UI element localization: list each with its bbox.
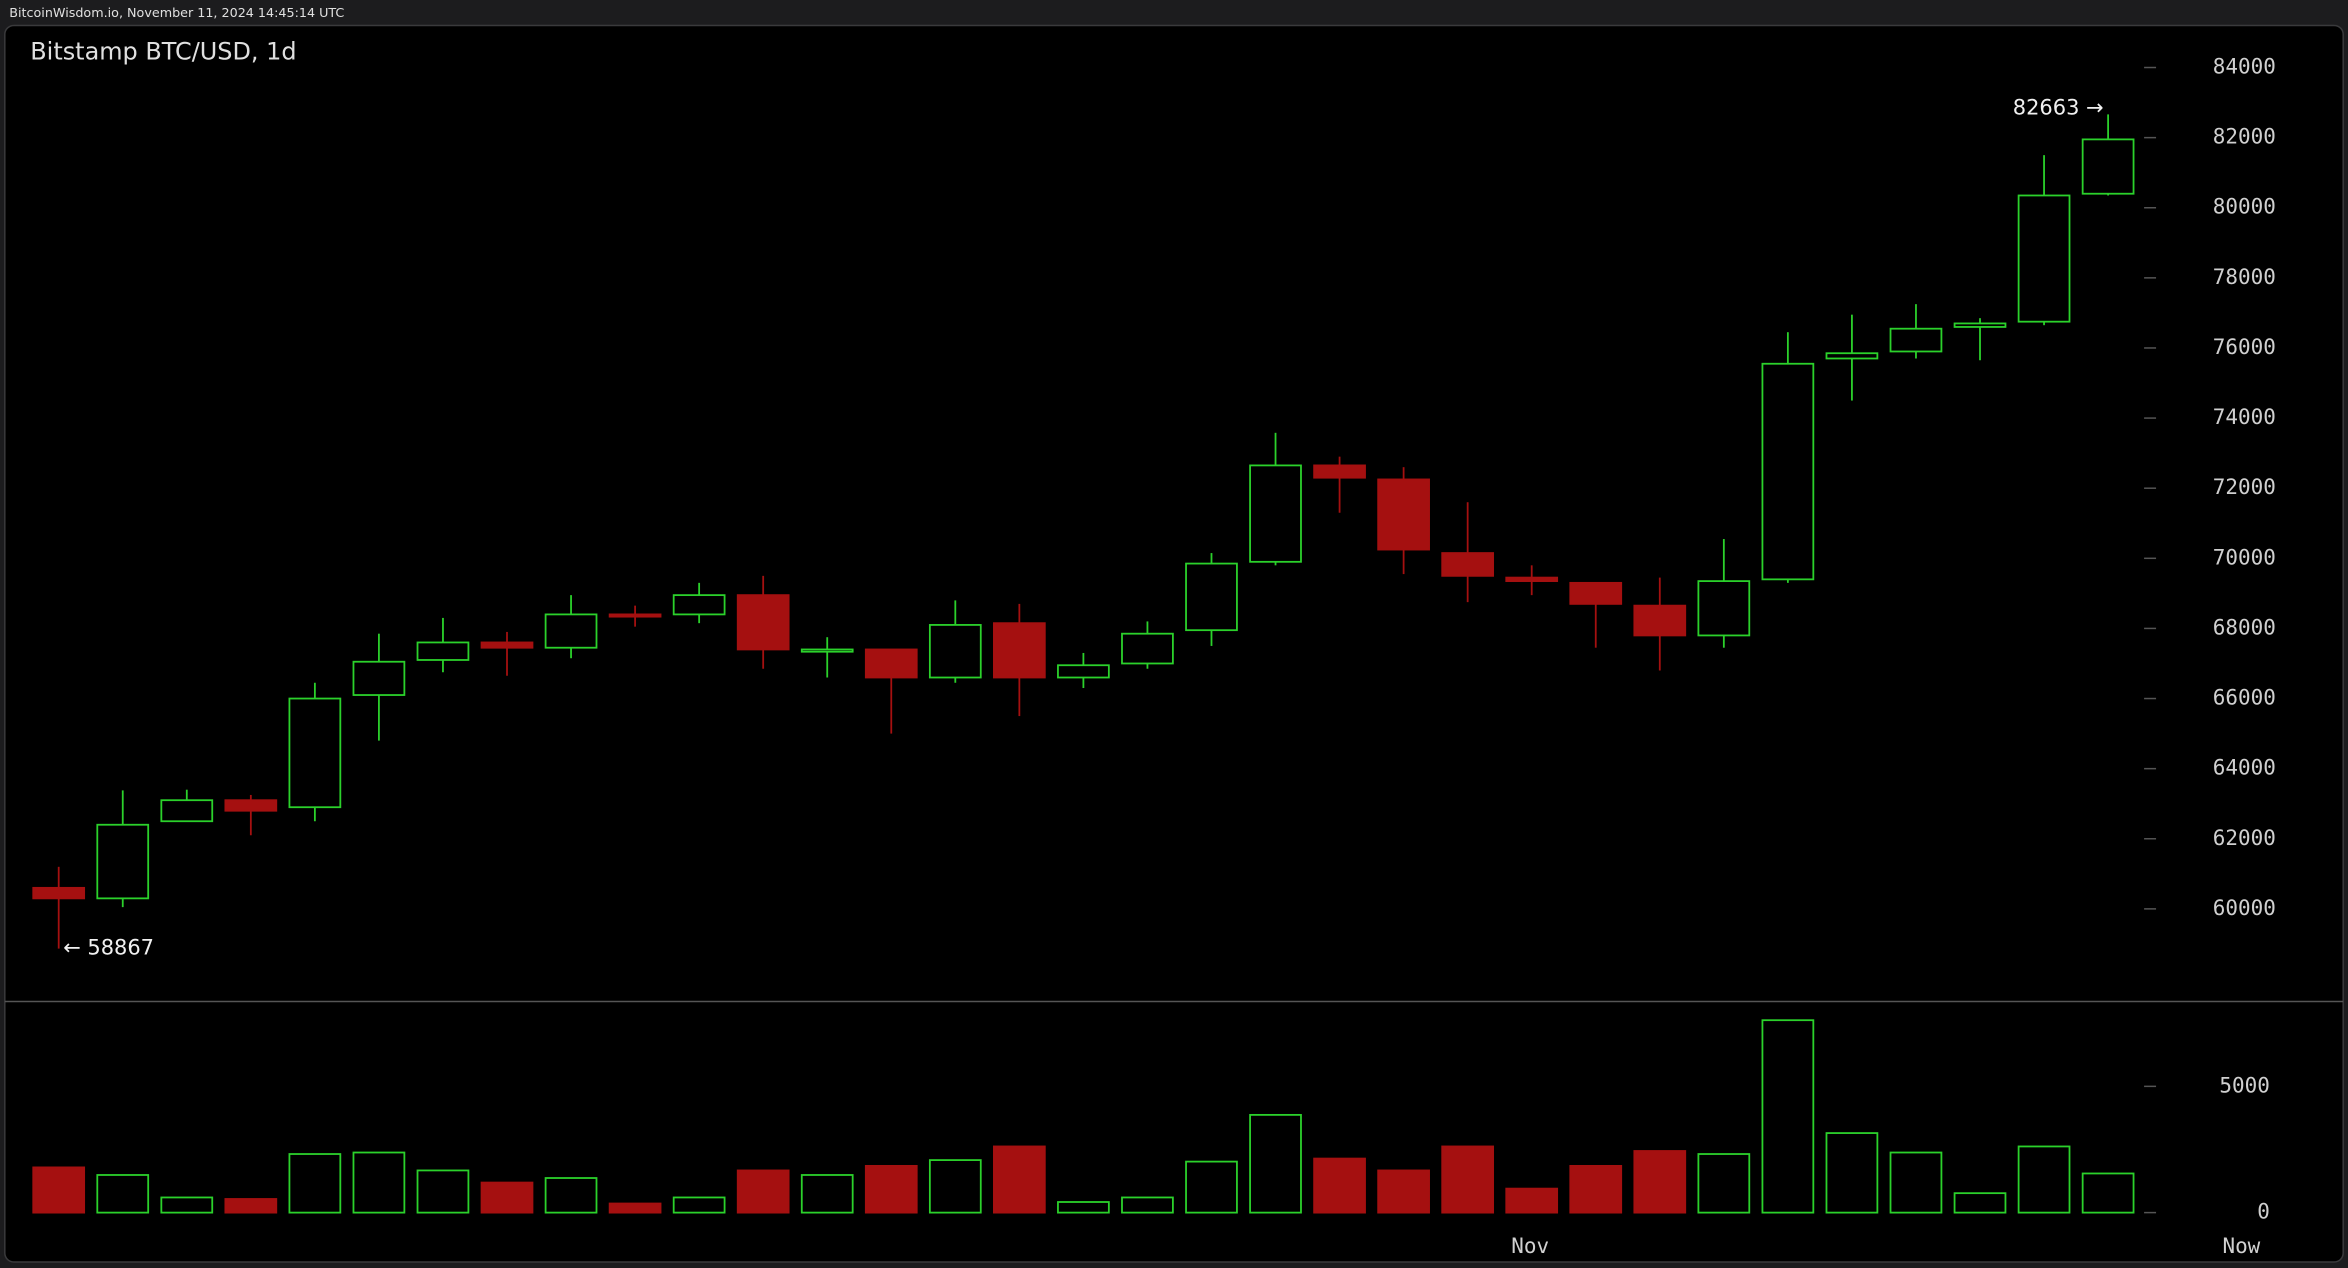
volume-bar [1761, 1019, 1815, 1214]
volume-bar [672, 1196, 726, 1214]
candle-body [160, 799, 214, 823]
candle-body [416, 641, 470, 661]
candle-body [32, 886, 86, 900]
volume-bar [993, 1145, 1046, 1214]
candle-body [1889, 327, 1943, 353]
y-tick-label: 82000 [2213, 125, 2276, 149]
candle-body [224, 799, 278, 812]
volume-bar [224, 1198, 278, 1214]
volume-bar [480, 1181, 534, 1214]
volume-bar [1313, 1157, 1366, 1214]
y-tick-label: 80000 [2213, 195, 2276, 219]
volume-bar [608, 1202, 662, 1214]
candle-body [993, 622, 1046, 679]
candle-body [1377, 478, 1430, 551]
extreme-label: 82663 → [2013, 95, 2104, 119]
volume-bar [2081, 1172, 2135, 1214]
candle-body [1953, 322, 2007, 328]
chart-panel [4, 24, 2344, 1263]
x-end-label: Now [2222, 1234, 2260, 1258]
volume-bar [1953, 1192, 2007, 1214]
header: BitcoinWisdom.io, November 11, 2024 14:4… [9, 5, 344, 20]
candle-body [1121, 632, 1174, 665]
y-tick-label: 72000 [2213, 475, 2276, 499]
y-tick-label: 68000 [2213, 615, 2276, 639]
chart-title: Bitstamp BTC/USD, 1d [30, 37, 296, 65]
volume-bar [160, 1196, 214, 1214]
candle-body [928, 624, 982, 679]
volume-bar [1185, 1160, 1238, 1214]
volume-bar [1249, 1113, 1302, 1214]
candle-body [736, 594, 790, 651]
volume-bar [1377, 1169, 1430, 1214]
y-tick-label: 64000 [2213, 756, 2276, 780]
candle-body [1441, 552, 1495, 577]
volume-bar [32, 1166, 86, 1214]
candle-body [1185, 562, 1238, 632]
candle-body [480, 641, 534, 649]
candle-body [1057, 664, 1110, 679]
candle-body [1633, 604, 1687, 637]
volume-bar [544, 1177, 598, 1214]
candle-body [288, 697, 342, 809]
y-tick-label: 0 [2257, 1200, 2270, 1224]
y-tick-label: 84000 [2213, 55, 2276, 79]
candle-body [1505, 576, 1559, 582]
volume-bar [1441, 1145, 1495, 1214]
candle-body [608, 613, 662, 618]
candle-body [96, 823, 150, 900]
volume-bar [928, 1159, 982, 1214]
y-tick-label: 5000 [2219, 1073, 2269, 1097]
candle-body [1249, 464, 1302, 563]
volume-bar [736, 1169, 790, 1214]
volume-bar [1889, 1151, 1943, 1214]
volume-bar [800, 1174, 854, 1214]
volume-bar [1057, 1201, 1110, 1214]
volume-bar [352, 1151, 406, 1214]
x-tick-label: Nov [1511, 1234, 1549, 1258]
candle-body [1569, 581, 1623, 605]
volume-bar [1825, 1132, 1879, 1214]
candle-body [2081, 138, 2135, 195]
volume-bar [1505, 1187, 1559, 1214]
volume-bar [288, 1153, 342, 1214]
candle-body [2017, 194, 2071, 323]
volume-bar [2017, 1145, 2071, 1214]
candle-body [1697, 580, 1751, 637]
volume-bar [1569, 1164, 1623, 1214]
volume-bar [1633, 1150, 1687, 1214]
y-tick-label: 76000 [2213, 335, 2276, 359]
extreme-label: ← 58867 [63, 936, 154, 960]
candle-body [1313, 464, 1366, 479]
candle-body [544, 613, 598, 649]
y-tick-label: 78000 [2213, 265, 2276, 289]
volume-bar [1697, 1153, 1751, 1214]
candle-body [800, 648, 854, 653]
volume-bar [864, 1164, 918, 1214]
candle-body [352, 660, 406, 696]
candle-body [672, 594, 726, 616]
volume-bar [416, 1169, 470, 1214]
y-tick-label: 60000 [2213, 896, 2276, 920]
y-tick-label: 74000 [2213, 405, 2276, 429]
volume-bar [96, 1174, 150, 1214]
candle-body [1761, 362, 1815, 581]
candle-body [1825, 352, 1879, 360]
y-tick-label: 62000 [2213, 826, 2276, 850]
y-tick-label: 70000 [2213, 545, 2276, 569]
volume-bar [1121, 1196, 1174, 1214]
y-tick-label: 66000 [2213, 686, 2276, 710]
candle-body [864, 648, 918, 679]
